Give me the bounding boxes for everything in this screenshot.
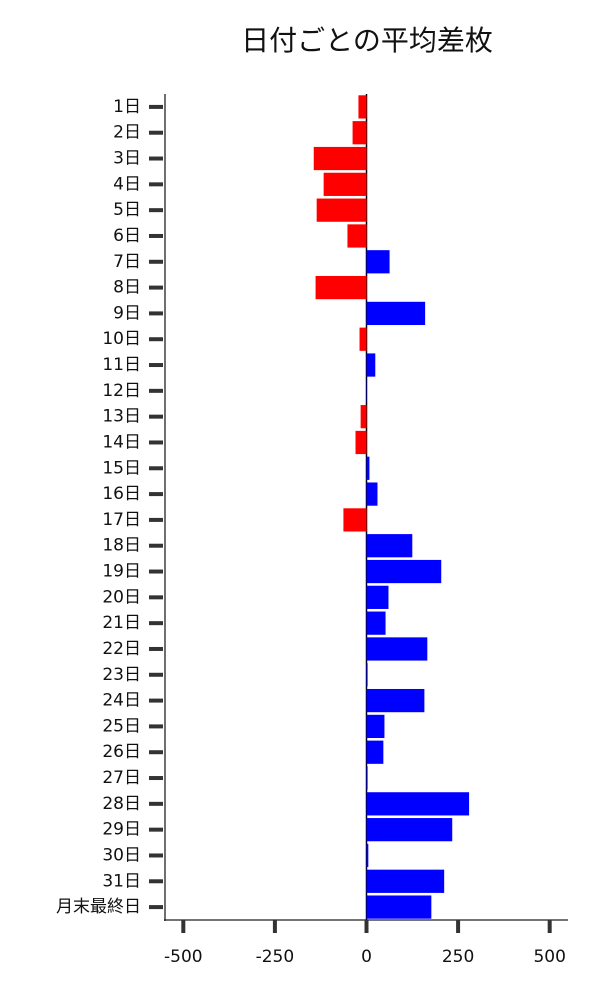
x-tick-label: 0 — [361, 947, 372, 967]
y-tick-label: 15日 — [102, 458, 141, 478]
bar — [347, 224, 367, 248]
y-tick-label: 30日 — [102, 845, 141, 865]
x-tick-label: -250 — [256, 947, 295, 967]
bar — [366, 766, 368, 790]
bar — [366, 818, 453, 842]
y-tick-label: 7日 — [113, 252, 141, 272]
y-tick-label: 2日 — [113, 123, 141, 143]
y-tick-label: 17日 — [102, 510, 141, 530]
x-tick-label: 250 — [442, 947, 474, 967]
bar — [366, 688, 425, 713]
y-tick-label: 8日 — [113, 278, 141, 298]
y-tick-label: 14日 — [102, 432, 141, 452]
y-tick-label: 26日 — [102, 742, 141, 762]
y-tick-label: 20日 — [102, 587, 141, 607]
bar — [358, 95, 367, 119]
y-tick-label: 23日 — [102, 665, 141, 685]
bar — [366, 482, 378, 506]
bar — [366, 301, 426, 326]
y-tick-label: 21日 — [102, 613, 141, 633]
bar — [355, 430, 367, 455]
bar — [313, 146, 367, 171]
bar — [360, 405, 367, 429]
y-tick-label: 24日 — [102, 691, 141, 711]
x-tick-label: 500 — [533, 947, 565, 967]
x-tick-label: -500 — [164, 947, 203, 967]
bar — [366, 663, 368, 687]
y-tick-label: 18日 — [102, 536, 141, 556]
chart-title: 日付ごとの平均差枚 — [241, 24, 493, 57]
y-tick-label: 3日 — [113, 149, 141, 169]
y-tick-label: 19日 — [102, 562, 141, 582]
y-tick-label: 5日 — [113, 200, 141, 220]
y-tick-label: 29日 — [102, 820, 141, 840]
y-tick-label: 22日 — [102, 639, 141, 659]
bar — [366, 559, 442, 584]
bar — [352, 121, 367, 145]
y-tick-label: 12日 — [102, 381, 141, 401]
y-tick-label: 11日 — [102, 355, 141, 375]
y-tick-label: 28日 — [102, 794, 141, 814]
y-tick-label: 4日 — [113, 174, 141, 194]
bar — [359, 327, 367, 351]
y-tick-label: 27日 — [102, 768, 141, 788]
y-tick-label: 9日 — [113, 303, 141, 323]
bar — [323, 172, 367, 196]
y-tick-label: 16日 — [102, 484, 141, 504]
y-tick-label: 25日 — [102, 716, 141, 736]
bar — [366, 714, 385, 739]
bar — [366, 353, 376, 377]
bar — [366, 792, 470, 816]
bar — [366, 843, 369, 868]
bar — [316, 198, 367, 222]
y-tick-label: 31日 — [102, 871, 141, 891]
bar — [315, 275, 367, 300]
bar — [366, 611, 386, 635]
bar — [366, 585, 389, 609]
y-tick-label: 13日 — [102, 407, 141, 427]
y-tick-label: 6日 — [113, 226, 141, 246]
bar — [343, 508, 367, 532]
y-tick-label: 10日 — [102, 329, 141, 349]
bar — [366, 869, 445, 893]
bar — [366, 637, 428, 661]
y-tick-label: 月末最終日 — [56, 897, 141, 917]
bar — [366, 456, 370, 480]
bar — [366, 740, 384, 764]
y-tick-label: 1日 — [113, 97, 141, 117]
bar — [366, 895, 432, 919]
bar — [366, 534, 413, 558]
bar — [366, 250, 390, 274]
